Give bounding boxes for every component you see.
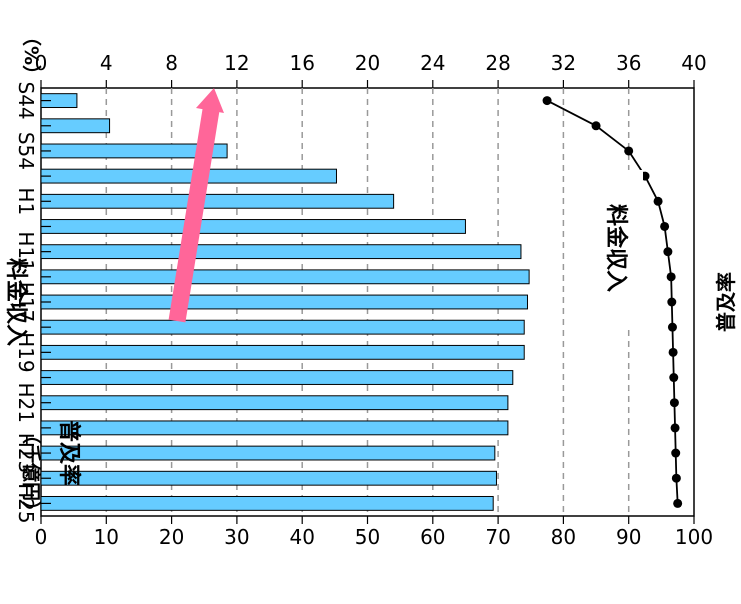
rotated-chart: S44 S54 H1 H11 H17 H19 H21 H23 H25 0 4 8 12 16 20 24 28… <box>3 27 738 549</box>
bar <box>40 168 337 184</box>
right-tick-label: 20 <box>159 525 184 549</box>
x-axis-ticks: S44 S54 H1 H11 H17 H19 H21 H23 H25 <box>14 82 51 524</box>
x-tick-label: H17 <box>14 282 38 323</box>
right-tick-label: 90 <box>616 525 641 549</box>
right-tick-label: 100 <box>675 525 713 549</box>
line-point <box>669 373 679 383</box>
bar <box>40 420 509 436</box>
line-point <box>542 96 552 106</box>
trend-arrow-head <box>196 88 224 113</box>
x-tick-label: H11 <box>14 231 38 272</box>
bar <box>40 269 530 285</box>
bar <box>40 244 522 260</box>
line-annotation: 普及率 <box>56 420 82 486</box>
right-tick-label: 0 <box>35 525 48 549</box>
bar-label-box <box>595 170 643 328</box>
right-tick-label: 10 <box>94 525 119 549</box>
x-tick-label: S54 <box>14 132 38 170</box>
left-tick-label: 4 <box>100 51 113 75</box>
line-point <box>668 347 678 357</box>
line-point <box>667 322 677 332</box>
bar-annotation: 料金収入 <box>603 204 629 292</box>
line-point <box>653 196 663 206</box>
right-tick-label: 60 <box>420 525 445 549</box>
x-tick-label: H25 <box>14 483 38 524</box>
right-axis-unit: （%） <box>20 27 43 84</box>
bar <box>40 470 497 486</box>
left-axis-unit: （千億円） <box>20 425 43 520</box>
trend-arrow-shaft <box>168 108 220 323</box>
left-axis-ticks: 0 4 8 12 16 20 24 28 32 36 40 <box>35 51 707 88</box>
left-tick-label: 28 <box>485 51 510 75</box>
line-point <box>670 423 680 433</box>
line-point <box>669 398 679 408</box>
left-tick-label: 40 <box>681 51 706 75</box>
left-tick-label: 36 <box>616 51 641 75</box>
left-tick-label: 8 <box>165 51 178 75</box>
left-tick-label: 20 <box>355 51 380 75</box>
line-point <box>671 473 681 483</box>
bar <box>40 445 496 461</box>
line-point <box>624 146 634 156</box>
left-tick-label: 16 <box>289 51 314 75</box>
line-point <box>671 448 681 458</box>
bar <box>40 395 509 411</box>
bar <box>40 193 395 209</box>
bar <box>40 495 494 511</box>
bar <box>40 370 514 385</box>
right-tick-label: 70 <box>485 525 510 549</box>
line-point <box>660 221 670 231</box>
right-tick-label: 50 <box>355 525 380 549</box>
x-tick-label: S44 <box>14 82 38 120</box>
line-point <box>663 247 673 257</box>
line-point <box>667 297 677 307</box>
line-point <box>591 121 601 131</box>
right-axis-title: 普及率 <box>714 272 738 332</box>
left-tick-label: 0 <box>35 51 48 75</box>
x-tick-label: H23 <box>14 433 38 474</box>
bar <box>40 294 528 310</box>
left-tick-label: 24 <box>420 51 445 75</box>
right-tick-label: 40 <box>289 525 314 549</box>
bar <box>40 319 525 335</box>
right-tick-label: 80 <box>551 525 576 549</box>
right-tick-label: 30 <box>224 525 249 549</box>
left-tick-label: 12 <box>224 51 249 75</box>
x-tick-label: H19 <box>14 332 38 373</box>
left-axis-title: 料金収入 <box>3 258 29 346</box>
bar <box>40 118 111 134</box>
line-point <box>673 498 683 508</box>
bar <box>40 219 466 234</box>
x-tick-label: H21 <box>14 382 38 423</box>
right-axis-ticks: 0 10 20 30 40 50 60 70 80 90 100 <box>35 516 713 549</box>
x-tick-label: H1 <box>14 187 38 215</box>
bar <box>40 344 525 360</box>
trend-arrow <box>168 88 224 323</box>
line-point <box>666 272 676 282</box>
left-tick-label: 32 <box>551 51 576 75</box>
